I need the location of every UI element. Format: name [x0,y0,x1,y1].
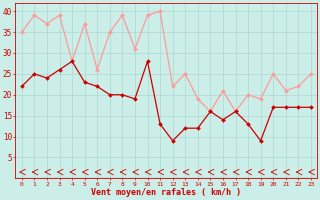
X-axis label: Vent moyen/en rafales ( km/h ): Vent moyen/en rafales ( km/h ) [92,188,241,197]
